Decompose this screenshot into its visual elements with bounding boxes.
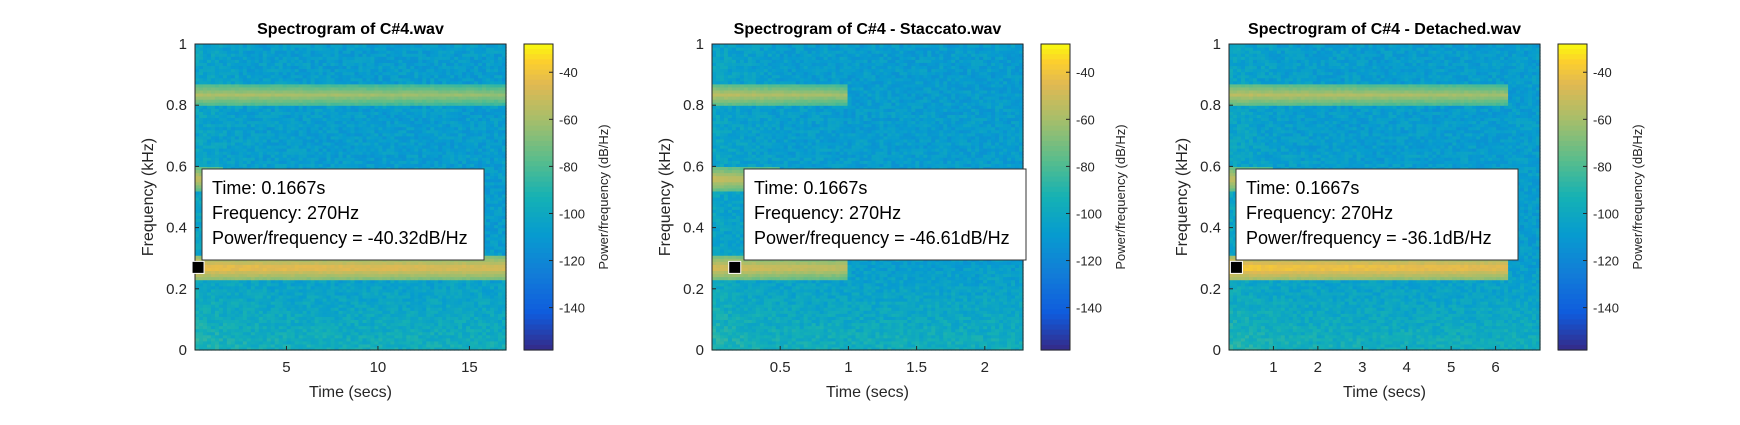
heatmap-cell — [243, 44, 248, 48]
heatmap-cell — [263, 44, 268, 48]
heatmap-cell — [279, 44, 284, 48]
heatmap-cell — [299, 44, 304, 48]
heatmap-cell — [239, 44, 244, 48]
heatmap-cell — [374, 44, 379, 48]
heatmap-cell — [378, 44, 383, 48]
heatmap-cell — [195, 44, 200, 48]
heatmap-cell — [386, 44, 391, 48]
heatmap-cell — [227, 44, 232, 48]
heatmap-cell — [343, 44, 348, 48]
heatmap-cell — [311, 44, 316, 48]
heatmap-cell — [315, 44, 320, 48]
heatmap-cell — [358, 44, 363, 48]
heatmap-cell — [219, 44, 224, 48]
heatmap-cell — [287, 44, 292, 48]
heatmap-cell — [275, 44, 280, 48]
heatmap-cell — [351, 44, 356, 48]
heatmap-cell — [231, 44, 236, 48]
heatmap-cell — [203, 44, 208, 48]
heatmap-cell — [291, 44, 296, 48]
heatmap-cell — [347, 44, 352, 48]
heatmap-cell — [323, 44, 328, 48]
heatmap-cell — [370, 44, 375, 48]
heatmap-cell — [267, 44, 272, 48]
heatmap-cell — [295, 44, 300, 48]
heatmap-cell — [362, 44, 367, 48]
heatmap-cell — [215, 44, 220, 48]
heatmap-cell — [319, 44, 324, 48]
heatmap-cell — [207, 44, 212, 48]
heatmap-cell — [354, 44, 359, 48]
heatmap-cell — [283, 44, 288, 48]
heatmap-cell — [251, 44, 256, 48]
heatmap-cell — [259, 44, 264, 48]
heatmap-cell — [307, 44, 312, 48]
heatmap-cell — [339, 44, 344, 48]
heatmap-cell — [366, 44, 371, 48]
heatmap-cell — [211, 44, 216, 48]
heatmap-cell — [303, 44, 308, 48]
heatmap-cell — [382, 44, 387, 48]
heatmap-cell — [247, 44, 252, 48]
heatmap-cell — [199, 44, 204, 48]
heatmap-cell — [327, 44, 332, 48]
heatmap-cell — [223, 44, 228, 48]
heatmap-cell — [255, 44, 260, 48]
heatmap-cell — [335, 44, 340, 48]
heatmap-cell — [331, 44, 336, 48]
heatmap-cell — [271, 44, 276, 48]
heatmap-cell — [235, 44, 240, 48]
